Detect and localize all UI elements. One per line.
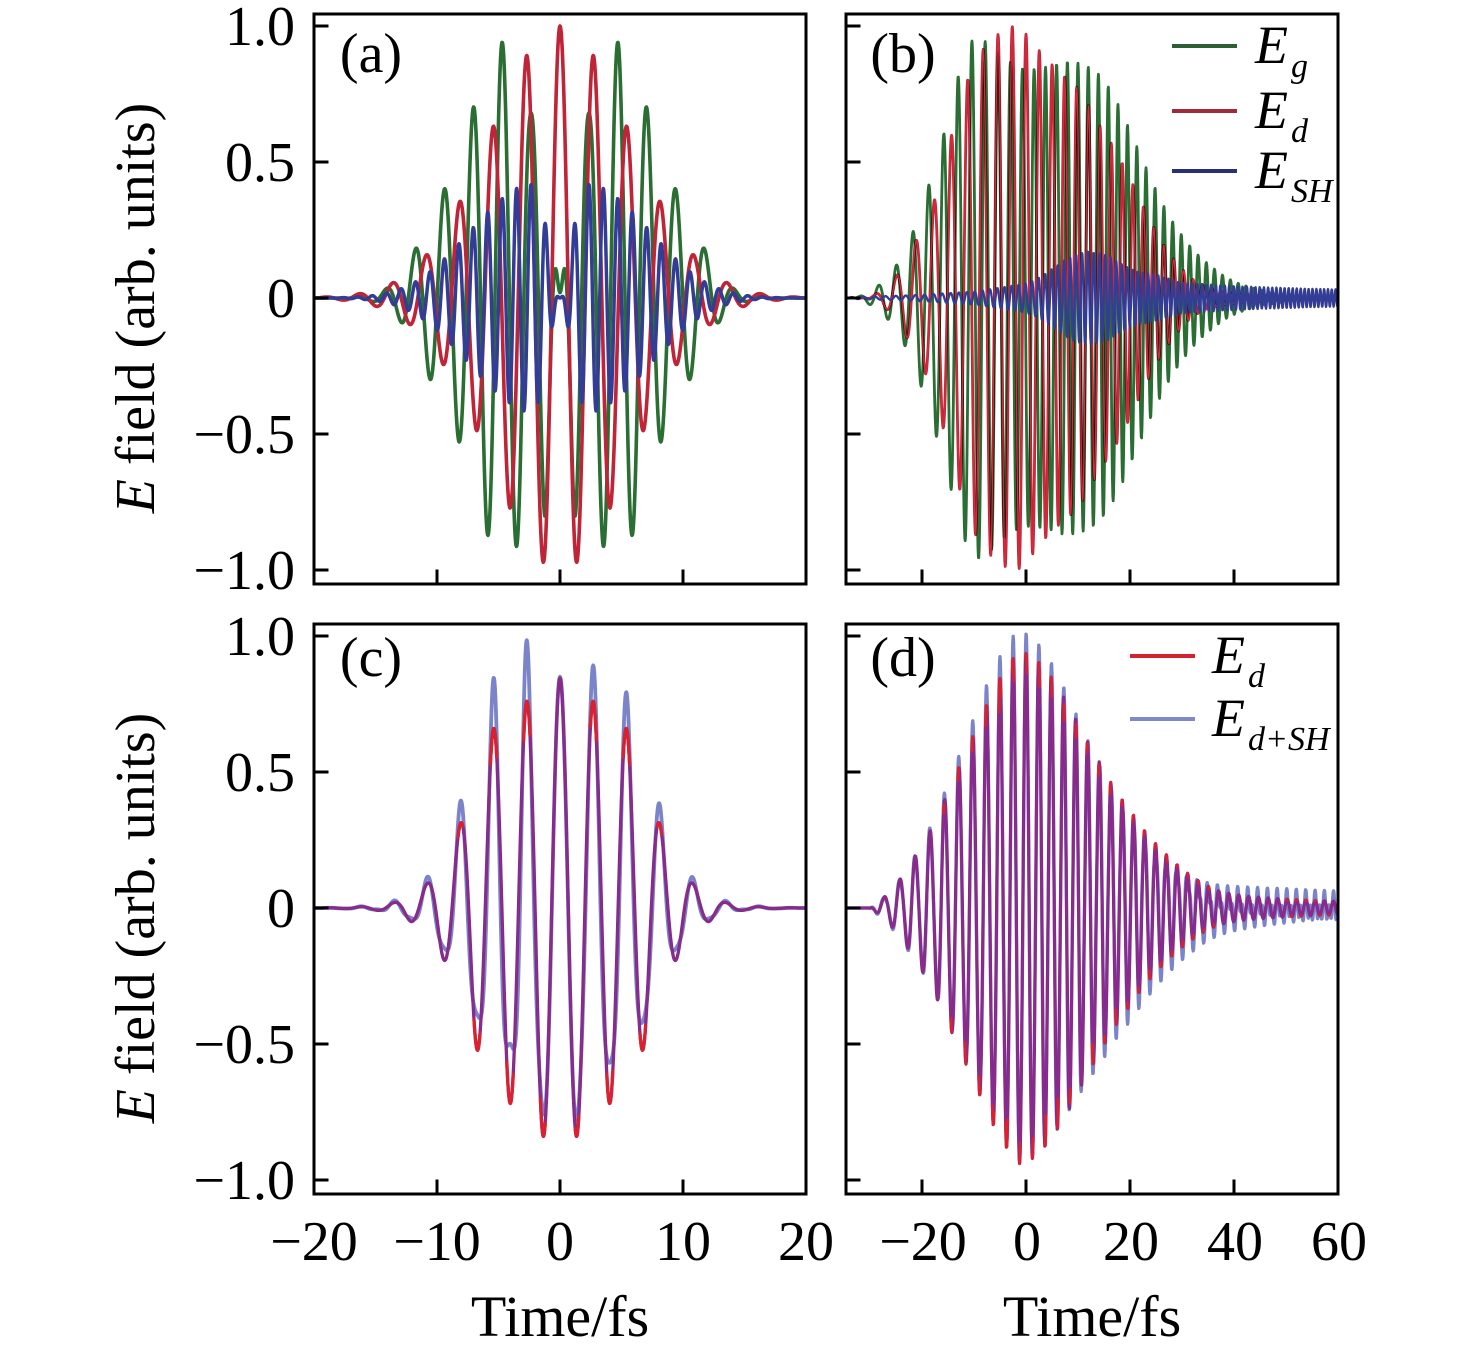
- svg-text:−0.5: −0.5: [193, 1014, 295, 1076]
- svg-text:E: E: [1211, 688, 1245, 748]
- svg-text:0: 0: [267, 878, 295, 940]
- svg-text:−10: −10: [393, 1211, 481, 1273]
- svg-text:0: 0: [267, 268, 295, 330]
- svg-text:E field (arb. units): E field (arb. units): [105, 713, 167, 1125]
- svg-text:−0.5: −0.5: [193, 404, 295, 466]
- svg-text:E: E: [1254, 15, 1288, 75]
- svg-text:E: E: [1211, 625, 1245, 685]
- svg-text:10: 10: [655, 1211, 711, 1273]
- svg-text:−1.0: −1.0: [193, 1150, 295, 1212]
- svg-text:(d): (d): [870, 627, 935, 689]
- svg-text:−20: −20: [270, 1211, 358, 1273]
- svg-text:(c): (c): [340, 627, 402, 689]
- svg-text:E field (arb. units): E field (arb. units): [105, 103, 167, 515]
- svg-text:0.5: 0.5: [225, 132, 295, 194]
- svg-text:(a): (a): [340, 23, 402, 85]
- svg-text:−1.0: −1.0: [193, 540, 295, 602]
- svg-text:1.0: 1.0: [225, 606, 295, 668]
- svg-text:E: E: [1254, 80, 1288, 140]
- svg-text:Time/fs: Time/fs: [1003, 1284, 1181, 1349]
- svg-text:60: 60: [1311, 1211, 1367, 1273]
- svg-text:40: 40: [1207, 1211, 1263, 1273]
- svg-text:20: 20: [778, 1211, 834, 1273]
- svg-text:0: 0: [1013, 1211, 1041, 1273]
- svg-text:0.5: 0.5: [225, 742, 295, 804]
- svg-text:SH: SH: [1291, 173, 1335, 210]
- svg-text:d: d: [1248, 658, 1266, 695]
- svg-text:−20: −20: [879, 1211, 967, 1273]
- svg-text:20: 20: [1103, 1211, 1159, 1273]
- svg-text:Time/fs: Time/fs: [471, 1284, 649, 1349]
- svg-text:(b): (b): [870, 23, 935, 85]
- svg-text:d+SH: d+SH: [1248, 721, 1332, 758]
- svg-text:d: d: [1291, 113, 1309, 150]
- svg-text:g: g: [1291, 48, 1308, 85]
- svg-text:0: 0: [546, 1211, 574, 1273]
- svg-text:E: E: [1254, 140, 1288, 200]
- svg-text:1.0: 1.0: [225, 0, 295, 58]
